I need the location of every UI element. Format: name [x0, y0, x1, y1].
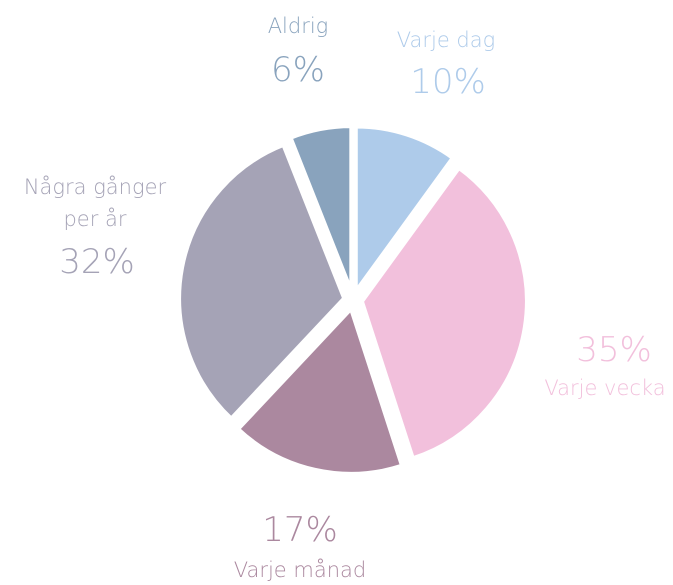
pie-slice [359, 165, 529, 461]
pie-slice [353, 124, 455, 294]
pie-slice [288, 124, 354, 294]
slice-label: Varje vecka [544, 376, 666, 400]
pie-slice [236, 306, 405, 476]
slice-label: Några gånger per år [23, 175, 167, 231]
pie-slice [177, 142, 347, 421]
slice-label: Varje månad [233, 558, 367, 582]
value-label: 32% [59, 242, 135, 282]
value-label: 6% [271, 50, 325, 90]
slice-label: Varje dag [396, 28, 496, 52]
value-label: 10% [410, 62, 486, 102]
value-label: 35% [576, 330, 652, 370]
slice-label: Aldrig [267, 14, 329, 38]
value-label: 17% [262, 510, 338, 550]
